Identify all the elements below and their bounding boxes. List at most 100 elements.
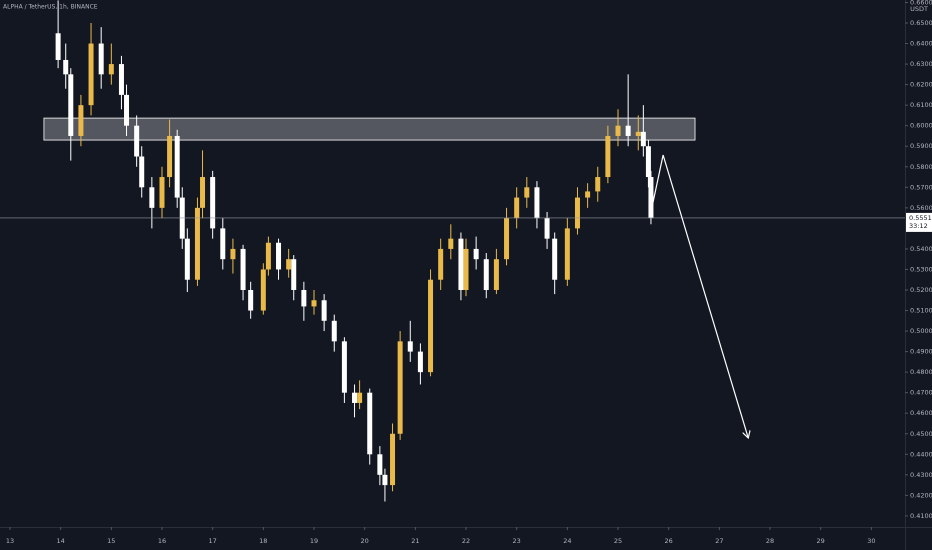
y-tick-label: 0.4600 bbox=[910, 409, 932, 417]
candle-body bbox=[240, 248, 246, 290]
candle-body bbox=[605, 135, 611, 178]
candle-body bbox=[544, 218, 550, 239]
candle-body bbox=[220, 228, 226, 260]
x-tick-label: 29 bbox=[817, 537, 825, 545]
y-tick-label: 0.4800 bbox=[910, 368, 932, 376]
candle-body bbox=[167, 135, 173, 178]
candle-body bbox=[276, 242, 282, 270]
y-tick-label: 0.5000 bbox=[910, 327, 932, 335]
candle-body bbox=[367, 392, 373, 455]
x-tick-label: 24 bbox=[563, 537, 571, 545]
y-tick-label: 0.5700 bbox=[910, 183, 932, 191]
candle-body bbox=[331, 320, 337, 342]
projection-arrow bbox=[649, 154, 748, 437]
x-tick-label: 13 bbox=[6, 537, 14, 545]
candle-body bbox=[377, 454, 383, 475]
candle-body bbox=[286, 259, 292, 270]
candle-body bbox=[291, 259, 297, 290]
candle-body bbox=[463, 248, 469, 290]
candle-body bbox=[564, 228, 570, 280]
y-tick-label: 0.4200 bbox=[910, 491, 932, 499]
candle-body bbox=[63, 59, 69, 75]
candle-body bbox=[448, 238, 454, 249]
candle-body bbox=[149, 187, 155, 208]
candle-body bbox=[483, 259, 489, 290]
x-tick-label: 18 bbox=[259, 537, 267, 545]
candle-body bbox=[194, 207, 200, 280]
candle-body bbox=[473, 248, 479, 260]
y-tick-label: 0.5100 bbox=[910, 307, 932, 315]
candle-body bbox=[210, 177, 216, 229]
y-tick-label: 0.4300 bbox=[910, 471, 932, 479]
y-tick-label: 0.4100 bbox=[910, 512, 932, 520]
candle-body bbox=[118, 64, 124, 95]
candle-body bbox=[124, 94, 130, 126]
y-tick-label: 0.5200 bbox=[910, 286, 932, 294]
last-price-label: 0.5551 bbox=[909, 214, 932, 222]
y-tick-label: 0.5900 bbox=[910, 142, 932, 150]
x-tick-label: 30 bbox=[867, 537, 875, 545]
last-price-box bbox=[906, 212, 932, 232]
x-tick-label: 19 bbox=[310, 537, 318, 545]
candle-body bbox=[534, 187, 540, 219]
x-tick-label: 23 bbox=[513, 537, 521, 545]
countdown-label: 33:12 bbox=[909, 222, 928, 230]
candle-body bbox=[585, 191, 591, 198]
candle-body bbox=[645, 146, 651, 178]
candle-body bbox=[88, 43, 94, 106]
y-tick-label: 0.4900 bbox=[910, 348, 932, 356]
candle-body bbox=[230, 248, 236, 260]
candle-body bbox=[615, 125, 621, 136]
candle-body bbox=[458, 238, 464, 290]
candle-body bbox=[184, 238, 190, 280]
resistance-zone bbox=[43, 117, 696, 141]
candle-body bbox=[428, 279, 434, 373]
candle-body bbox=[390, 433, 396, 486]
y-tick-label: 0.6300 bbox=[910, 60, 932, 68]
x-tick-label: 16 bbox=[158, 537, 166, 545]
candle-body bbox=[139, 156, 145, 188]
candle-body bbox=[159, 177, 165, 208]
x-tick-label: 22 bbox=[462, 537, 470, 545]
candle-body bbox=[635, 131, 641, 136]
candle-body bbox=[648, 177, 654, 218]
y-tick-label: 0.5600 bbox=[910, 204, 932, 212]
x-tick-label: 27 bbox=[715, 537, 723, 545]
candle-body bbox=[260, 269, 266, 311]
y-tick-label: 0.6500 bbox=[910, 19, 932, 27]
y-tick-label: 0.5400 bbox=[910, 245, 932, 253]
candle-body bbox=[265, 242, 271, 270]
candle-body bbox=[174, 135, 180, 198]
candle-body bbox=[625, 125, 631, 136]
candle-body bbox=[504, 218, 510, 260]
candle-body bbox=[407, 341, 413, 352]
y-tick-label: 0.4400 bbox=[910, 450, 932, 458]
candle-body bbox=[493, 259, 499, 290]
candle-body bbox=[640, 131, 646, 147]
y-tick-label: 0.5800 bbox=[910, 163, 932, 171]
candle-body bbox=[438, 248, 444, 280]
x-tick-label: 25 bbox=[614, 537, 622, 545]
candle-body bbox=[595, 177, 601, 192]
x-tick-label: 15 bbox=[107, 537, 115, 545]
y-tick-label: 0.5300 bbox=[910, 265, 932, 273]
x-tick-label: 28 bbox=[766, 537, 774, 545]
candle-body bbox=[301, 289, 307, 307]
candle-body bbox=[98, 43, 104, 75]
candle-body bbox=[341, 341, 347, 393]
x-tick-label: 26 bbox=[665, 537, 673, 545]
candle-body bbox=[417, 351, 423, 373]
x-tick-label: 17 bbox=[209, 537, 217, 545]
y-tick-label: 0.6100 bbox=[910, 101, 932, 109]
y-unit: USDT bbox=[910, 5, 928, 13]
y-tick-label: 0.4500 bbox=[910, 430, 932, 438]
y-tick-label: 0.6600 bbox=[910, 0, 932, 6]
candle-body bbox=[78, 105, 84, 136]
y-tick-label: 0.6200 bbox=[910, 81, 932, 89]
x-tick-label: 14 bbox=[57, 537, 65, 545]
y-tick-label: 0.4700 bbox=[910, 389, 932, 397]
candle-body bbox=[352, 392, 358, 403]
candle-body bbox=[514, 197, 520, 219]
candle-body bbox=[108, 64, 114, 75]
candle-body bbox=[357, 392, 363, 403]
